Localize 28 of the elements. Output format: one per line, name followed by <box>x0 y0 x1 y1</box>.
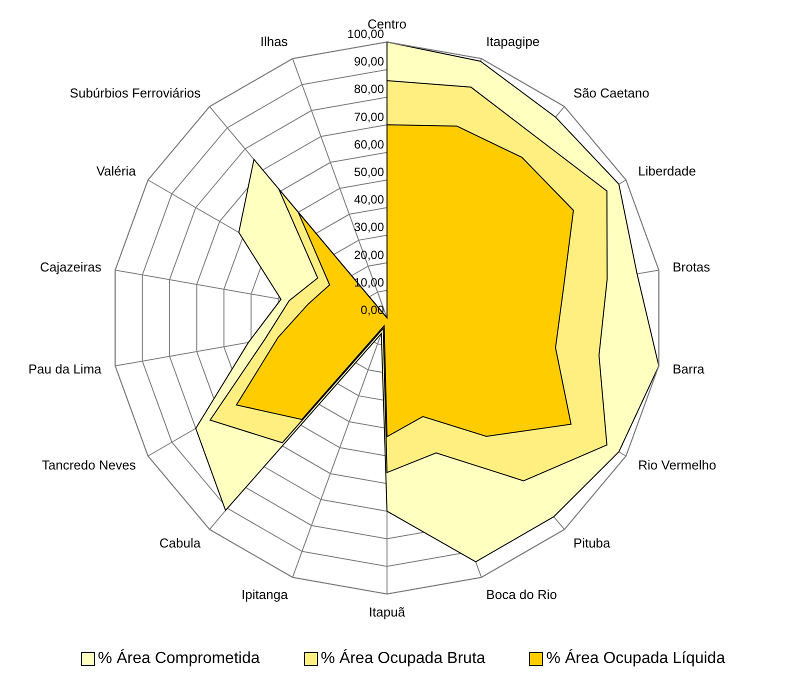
y-tick-label: 20,00 <box>354 248 384 262</box>
spoke-label: Cajazeiras <box>40 259 102 274</box>
legend-label: % Área Ocupada Líquida <box>546 650 726 668</box>
y-tick-label: 40,00 <box>354 192 384 207</box>
spoke-label: Rio Vermelho <box>638 458 716 472</box>
y-tick-label: 80,00 <box>354 82 384 96</box>
legend-label: % Área Comprometida <box>98 650 260 668</box>
spoke-label: Tancredo Neves <box>42 458 136 472</box>
spoke-label: Brotas <box>672 259 711 274</box>
spoke-label: Itapuã <box>368 604 406 620</box>
spoke-label: Barra <box>672 362 706 377</box>
spoke-label: São Caetano <box>573 85 650 100</box>
spoke-label: Pituba <box>573 536 612 551</box>
y-tick-label: 50,00 <box>354 165 384 179</box>
spoke-label: Cabula <box>159 536 202 551</box>
spoke-label: Pau da Lima <box>28 362 102 377</box>
y-tick-label: 90,00 <box>354 54 384 69</box>
legend-label: % Área Ocupada Bruta <box>320 650 486 668</box>
spoke-label: Boca do Rio <box>486 586 558 602</box>
y-tick-label: 70,00 <box>354 110 384 124</box>
spoke-label: Itapagipe <box>486 34 540 50</box>
spoke-label: Valéria <box>96 164 137 178</box>
y-tick-label: 30,00 <box>354 220 384 234</box>
spoke-label: Liberdade <box>638 164 696 178</box>
spoke-label: Subúrbios Ferroviários <box>70 85 202 100</box>
spoke-label: Ilhas <box>260 34 288 50</box>
spoke-label: Ipitanga <box>242 586 289 602</box>
y-tick-label: 60,00 <box>354 137 384 152</box>
